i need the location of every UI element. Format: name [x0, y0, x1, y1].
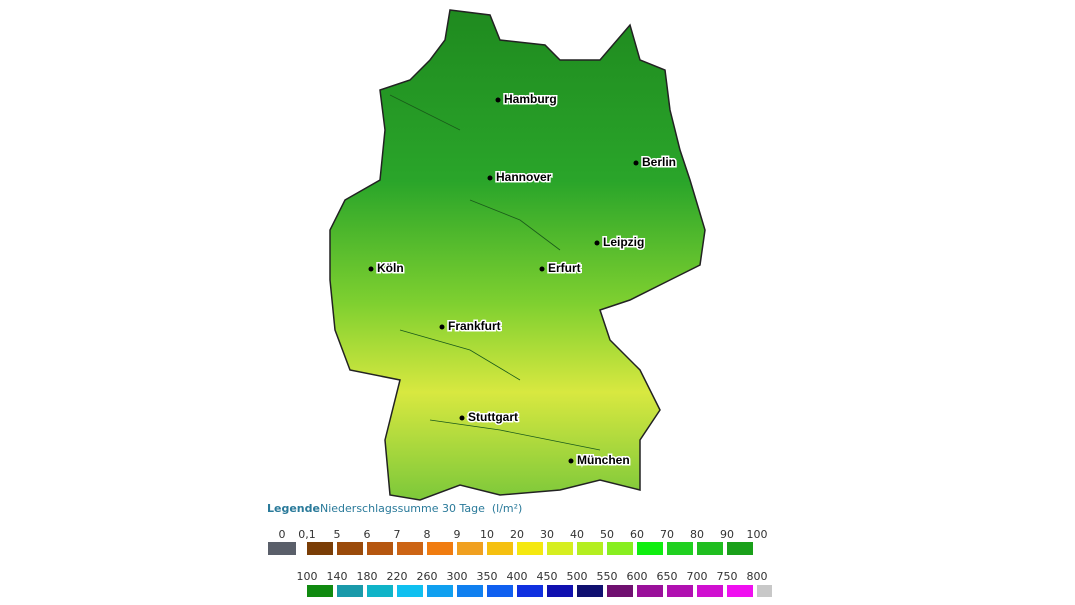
legend-swatch	[667, 542, 693, 555]
legend-swatch	[577, 585, 603, 597]
city-label: Berlin	[642, 155, 676, 169]
legend-label: 180	[357, 570, 378, 583]
legend-title: Legende	[267, 502, 320, 515]
legend-label: 140	[327, 570, 348, 583]
city-dot	[459, 415, 465, 421]
legend-label: 220	[387, 570, 408, 583]
legend-label: 650	[657, 570, 678, 583]
legend-swatch	[637, 585, 663, 597]
legend-swatch	[547, 585, 573, 597]
legend-label: 100	[747, 528, 768, 541]
legend-swatch	[307, 542, 333, 555]
legend-swatch	[757, 585, 772, 597]
legend-label: 300	[447, 570, 468, 583]
legend-swatch	[457, 585, 483, 597]
legend-swatch	[517, 542, 543, 555]
legend-label: 750	[717, 570, 738, 583]
germany-map	[329, 9, 706, 501]
legend-swatch	[397, 585, 423, 597]
legend-swatch	[307, 585, 333, 597]
legend-label: 550	[597, 570, 618, 583]
legend-label: 0	[279, 528, 286, 541]
legend-label: 90	[720, 528, 734, 541]
legend-swatch	[457, 542, 483, 555]
legend-label: 30	[540, 528, 554, 541]
legend-swatch	[367, 585, 393, 597]
legend-label: 50	[600, 528, 614, 541]
legend-swatch	[697, 585, 723, 597]
legend-swatch	[337, 542, 363, 555]
legend-swatch	[427, 542, 453, 555]
legend-label: 7	[394, 528, 401, 541]
overlay: Hamburg Berlin Hannover Leipzig Köln Erfurt Fr…	[268, 91, 772, 597]
city-dot	[487, 175, 493, 181]
legend-label: 60	[630, 528, 644, 541]
city-label: Leipzig	[603, 235, 644, 249]
city-dot	[568, 458, 574, 464]
legend-label: 8	[424, 528, 431, 541]
city-label: Hannover	[496, 170, 552, 184]
city-label: Köln	[377, 261, 404, 275]
city-dot	[495, 97, 501, 103]
legend-swatch	[607, 542, 633, 555]
city-dot	[539, 266, 545, 272]
borders	[389, 94, 601, 451]
city-label: Hamburg	[504, 92, 557, 106]
legend-swatch	[397, 542, 423, 555]
legend-swatch	[667, 585, 693, 597]
legend-label: 5	[334, 528, 341, 541]
city-dot	[633, 160, 639, 166]
legend-label: 80	[690, 528, 704, 541]
city-label: Erfurt	[548, 261, 581, 275]
legend-label: 100	[297, 570, 318, 583]
legend-swatch	[607, 585, 633, 597]
legend-swatch	[268, 542, 296, 555]
city-dot	[439, 324, 445, 330]
legend-label: 400	[507, 570, 528, 583]
legend-label: 40	[570, 528, 584, 541]
legend-swatch	[637, 542, 663, 555]
legend-label: 260	[417, 570, 438, 583]
legend-label: 600	[627, 570, 648, 583]
legend-swatch	[697, 542, 723, 555]
legend-label: 700	[687, 570, 708, 583]
legend-swatch	[727, 585, 753, 597]
legend-swatch	[337, 585, 363, 597]
legend-swatch	[547, 542, 573, 555]
legend-label: 6	[364, 528, 371, 541]
legend-label: 450	[537, 570, 558, 583]
legend-swatch	[727, 542, 753, 555]
legend-label: 0,1	[298, 528, 316, 541]
legend-label: 350	[477, 570, 498, 583]
legend-label: 20	[510, 528, 524, 541]
legend-subtitle: Niederschlagssumme 30 Tage (l/m²)	[320, 502, 522, 515]
legend-swatch	[577, 542, 603, 555]
city-label: Stuttgart	[468, 410, 518, 424]
city-label: Frankfurt	[448, 319, 501, 333]
city-dot	[368, 266, 374, 272]
legend-swatch	[367, 542, 393, 555]
city-dot	[594, 240, 600, 246]
city-label: München	[577, 453, 630, 467]
legend-swatch	[517, 585, 543, 597]
legend-label: 10	[480, 528, 494, 541]
legend-swatch	[487, 585, 513, 597]
legend-label: 9	[454, 528, 461, 541]
legend-label: 800	[747, 570, 768, 583]
legend-swatch	[487, 542, 513, 555]
legend-label: 70	[660, 528, 674, 541]
legend-swatch	[427, 585, 453, 597]
legend-label: 500	[567, 570, 588, 583]
